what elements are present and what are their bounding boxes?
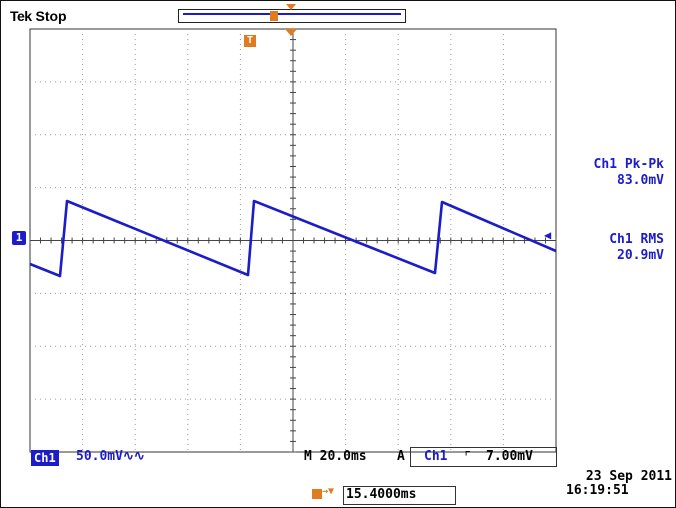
horizontal-delay-value: 15.4000ms [346,487,417,502]
acquisition-state: Stop [35,8,67,24]
ac-bandwidth-icon: ∿∿ [122,449,145,464]
ch1-ground-marker: 1 [12,231,26,245]
trigger-source: Ch1 [424,449,448,464]
record-position-arrow-icon [286,4,296,10]
measurement-pk-pk: Ch1 Pk-Pk 83.0mV [558,157,664,189]
measurement-label: Ch1 Pk-Pk [593,157,664,172]
trigger-mode: A [397,449,405,464]
trigger-position-arrow-icon [285,29,297,36]
trigger-level: 7.00mV [486,449,533,464]
record-length-bar [178,9,406,23]
measurement-label: Ch1 RMS [609,232,664,247]
status-bar: Tek Stop [10,8,67,24]
rising-edge-icon: ⌜ [464,449,472,464]
delay-marker-icon [312,489,322,499]
measurement-value: 20.9mV [617,248,664,263]
measurement-rms: Ch1 RMS 20.9mV [558,232,664,264]
brand-logo: Tek [10,8,32,24]
date-readout: 23 Sep 2011 [585,469,672,484]
trigger-level-arrow-icon: ◀ [544,228,552,242]
trigger-position-marker: T [244,35,256,47]
delay-arrows-icon: →▼ [322,486,335,497]
channel-scale-readout: 50.0mV∿∿ [76,449,145,464]
ch1-waveform [29,199,557,278]
graticule-grid [29,28,557,453]
record-trigger-marker [270,11,278,21]
waveform-graticule [29,28,557,453]
horizontal-delay-box [343,486,456,505]
channel-badge: Ch1 [31,450,59,466]
trigger-readout-box [410,447,557,467]
channel-scale: 50.0mV [76,449,123,464]
measurement-value: 83.0mV [617,173,664,188]
timebase-readout: M 20.0ms [304,449,367,464]
time-readout: 16:19:51 [566,483,629,498]
